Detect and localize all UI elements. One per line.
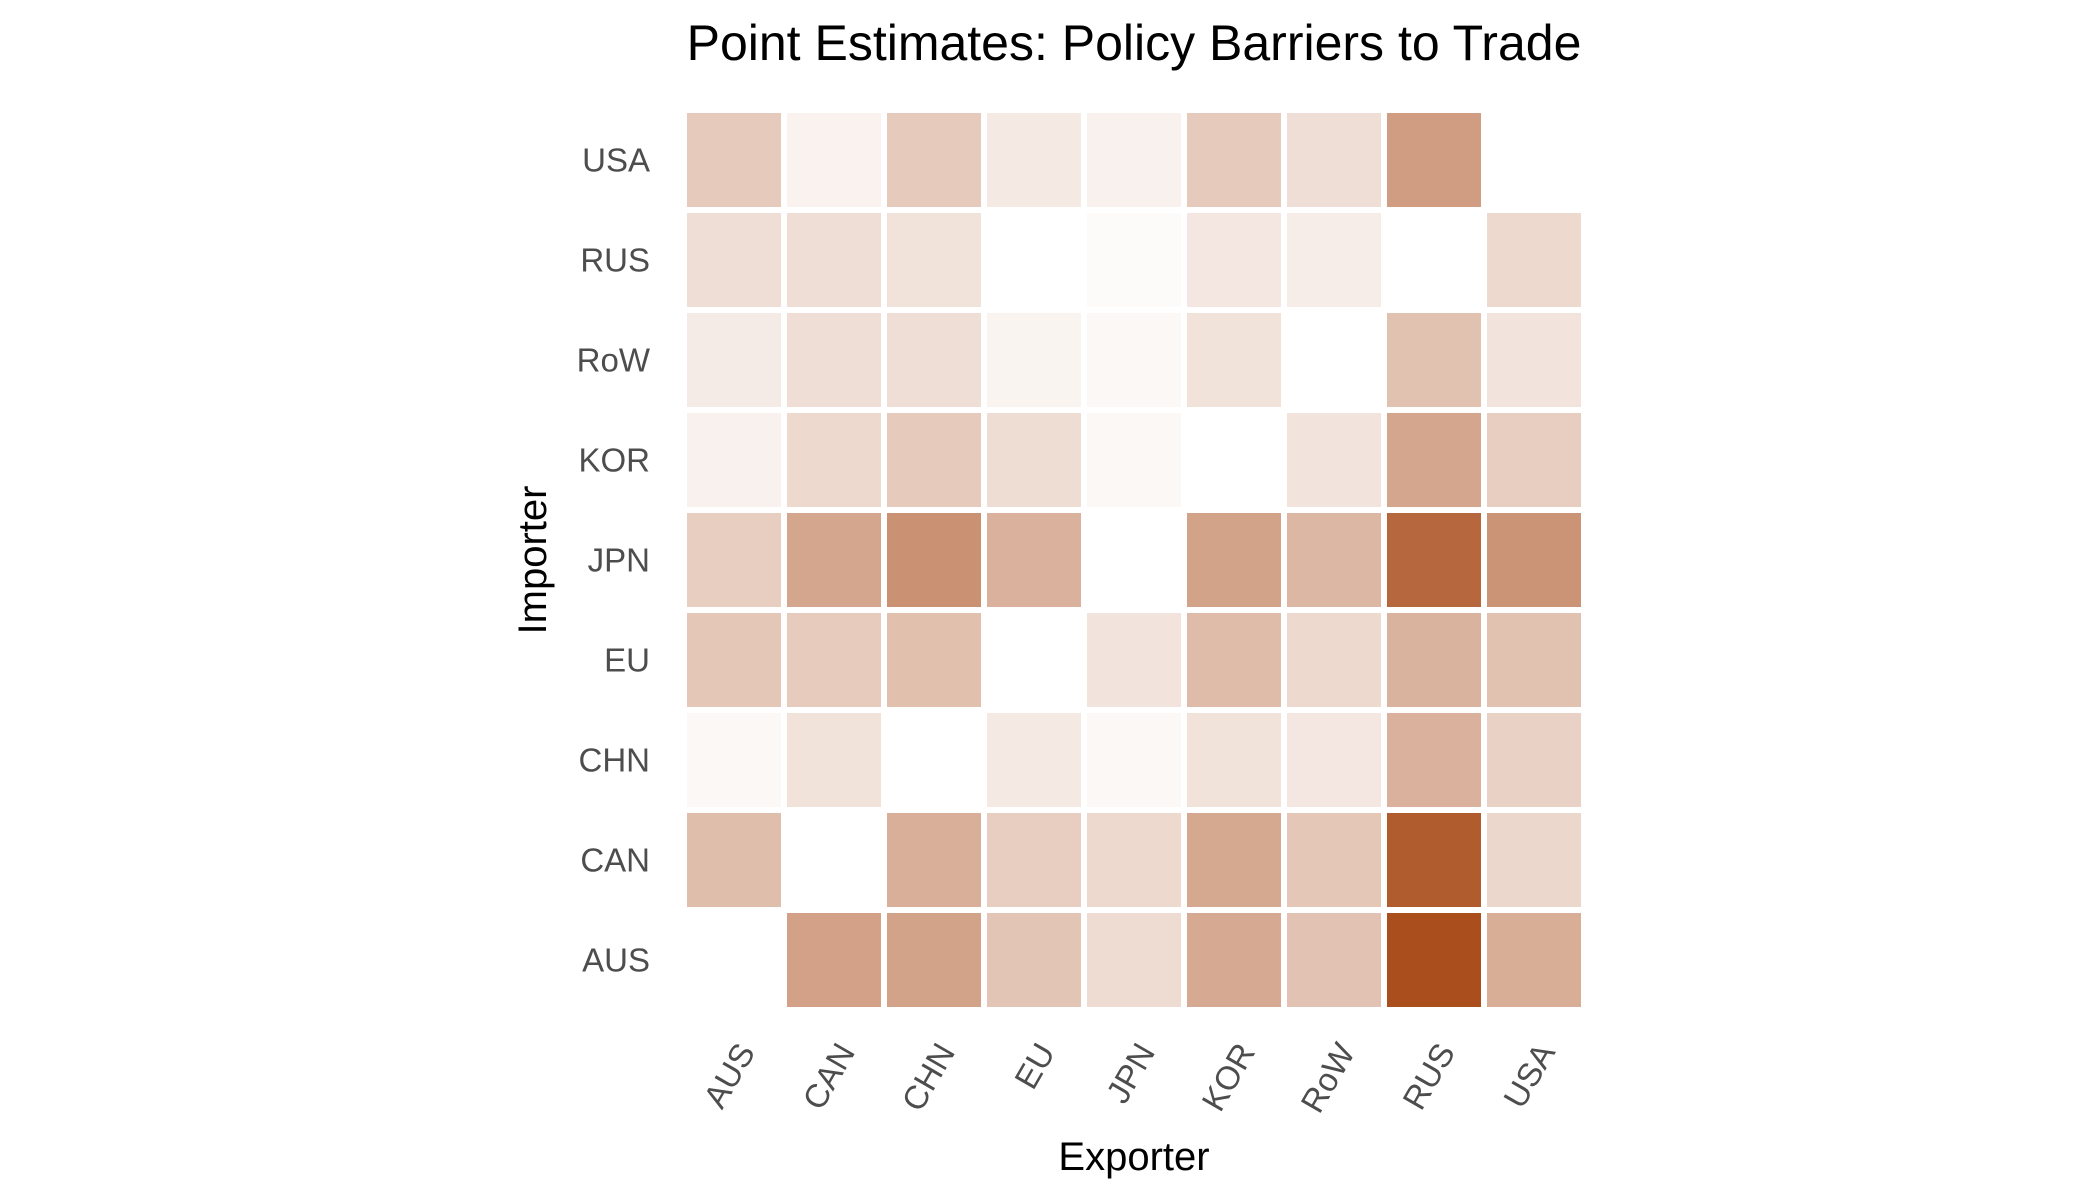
heatmap-cell-eu-rus [1387,613,1481,707]
heatmap-cell-eu-kor [1187,613,1281,707]
y-tick-label-can: CAN [580,842,650,879]
heatmap-cell-rus-kor [1187,213,1281,307]
heatmap-cell-can-jpn [1087,813,1181,907]
x-axis-tick-labels: AUS CAN CHN EU JPN KOR RoW RUS USA [696,1036,1562,1119]
x-tick-label-row: RoW [1293,1036,1362,1119]
heatmap-cell-aus-usa [1487,913,1581,1007]
heatmap-cell-kor-usa [1487,413,1581,507]
heatmap-cell-usa-jpn [1087,113,1181,207]
heatmap-cell-jpn-rus [1387,513,1481,607]
heatmap-cell-jpn-eu [987,513,1081,607]
y-axis-title: Importer [511,486,555,635]
y-tick-label-aus: AUS [582,942,650,979]
heatmap-cell-jpn-aus [687,513,781,607]
heatmap-cell-usa-eu [987,113,1081,207]
y-tick-label-rus: RUS [580,242,650,279]
heatmap-cell-usa-can [787,113,881,207]
chart-title: Point Estimates: Policy Barriers to Trad… [687,15,1582,71]
heatmap-cell-kor-jpn [1087,413,1181,507]
heatmap-cell-kor-row [1287,413,1381,507]
heatmap-cell-aus-can [787,913,881,1007]
heatmap-cell-rus-aus [687,213,781,307]
heatmap-cell-eu-usa [1487,613,1581,707]
heatmap-cell-jpn-chn [887,513,981,607]
heatmap-cell-aus-chn [887,913,981,1007]
heatmap-cell-aus-kor [1187,913,1281,1007]
heatmap-cell-chn-jpn [1087,713,1181,807]
heatmap-cell-kor-rus [1387,413,1481,507]
heatmap-cell-eu-can [787,613,881,707]
heatmap-cell-chn-kor [1187,713,1281,807]
heatmap-cell-kor-aus [687,413,781,507]
y-axis-tick-labels: AUS CAN CHN EU JPN KOR RoW RUS USA [577,142,651,979]
heatmap-cell-can-kor [1187,813,1281,907]
heatmap-cell-kor-can [787,413,881,507]
heatmap-cell-row-eu [987,313,1081,407]
heatmap-cell-chn-aus [687,713,781,807]
heatmap-cells [687,113,1581,1007]
heatmap-cell-row-kor [1187,313,1281,407]
heatmap-cell-aus-rus [1387,913,1481,1007]
heatmap-cell-jpn-usa [1487,513,1581,607]
heatmap-cell-usa-kor [1187,113,1281,207]
heatmap-cell-row-aus [687,313,781,407]
x-tick-label-chn: CHN [894,1037,962,1117]
y-tick-label-jpn: JPN [588,542,650,579]
heatmap-cell-aus-eu [987,913,1081,1007]
heatmap-cell-row-rus [1387,313,1481,407]
heatmap-cell-chn-row [1287,713,1381,807]
heatmap-cell-usa-aus [687,113,781,207]
heatmap-cell-chn-rus [1387,713,1481,807]
heatmap-cell-chn-usa [1487,713,1581,807]
heatmap-cell-row-chn [887,313,981,407]
x-tick-label-kor: KOR [1194,1037,1262,1117]
y-tick-label-row: RoW [577,342,651,379]
heatmap-cell-can-row [1287,813,1381,907]
x-tick-label-usa: USA [1496,1037,1562,1114]
heatmap-cell-row-usa [1487,313,1581,407]
y-tick-label-kor: KOR [578,442,650,479]
x-tick-label-aus: AUS [696,1037,762,1114]
heatmap-cell-aus-row [1287,913,1381,1007]
heatmap-cell-chn-eu [987,713,1081,807]
heatmap-cell-rus-chn [887,213,981,307]
heatmap-cell-eu-row [1287,613,1381,707]
heatmap-cell-usa-rus [1387,113,1481,207]
x-tick-label-rus: RUS [1395,1037,1462,1116]
x-axis-title: Exporter [1058,1135,1209,1179]
x-tick-label-eu: EU [1007,1037,1062,1095]
x-tick-label-jpn: JPN [1099,1037,1162,1109]
heatmap-cell-usa-row [1287,113,1381,207]
y-tick-label-chn: CHN [579,742,651,779]
heatmap-cell-rus-can [787,213,881,307]
heatmap-cell-can-usa [1487,813,1581,907]
heatmap-cell-eu-aus [687,613,781,707]
heatmap-cell-eu-chn [887,613,981,707]
heatmap-cell-row-jpn [1087,313,1181,407]
heatmap-cell-rus-jpn [1087,213,1181,307]
heatmap-cell-chn-can [787,713,881,807]
heatmap-cell-can-rus [1387,813,1481,907]
y-tick-label-usa: USA [582,142,650,179]
heatmap-cell-jpn-row [1287,513,1381,607]
heatmap-cell-rus-usa [1487,213,1581,307]
heatmap-cell-row-can [787,313,881,407]
heatmap-cell-rus-row [1287,213,1381,307]
heatmap-cell-jpn-can [787,513,881,607]
heatmap-cell-usa-chn [887,113,981,207]
heatmap-cell-kor-eu [987,413,1081,507]
heatmap-cell-can-chn [887,813,981,907]
heatmap-cell-can-aus [687,813,781,907]
heatmap-cell-aus-jpn [1087,913,1181,1007]
heatmap-cell-can-eu [987,813,1081,907]
y-tick-label-eu: EU [604,642,650,679]
x-tick-label-can: CAN [795,1037,862,1116]
heatmap-cell-jpn-kor [1187,513,1281,607]
heatmap-cell-eu-jpn [1087,613,1181,707]
heatmap-cell-kor-chn [887,413,981,507]
